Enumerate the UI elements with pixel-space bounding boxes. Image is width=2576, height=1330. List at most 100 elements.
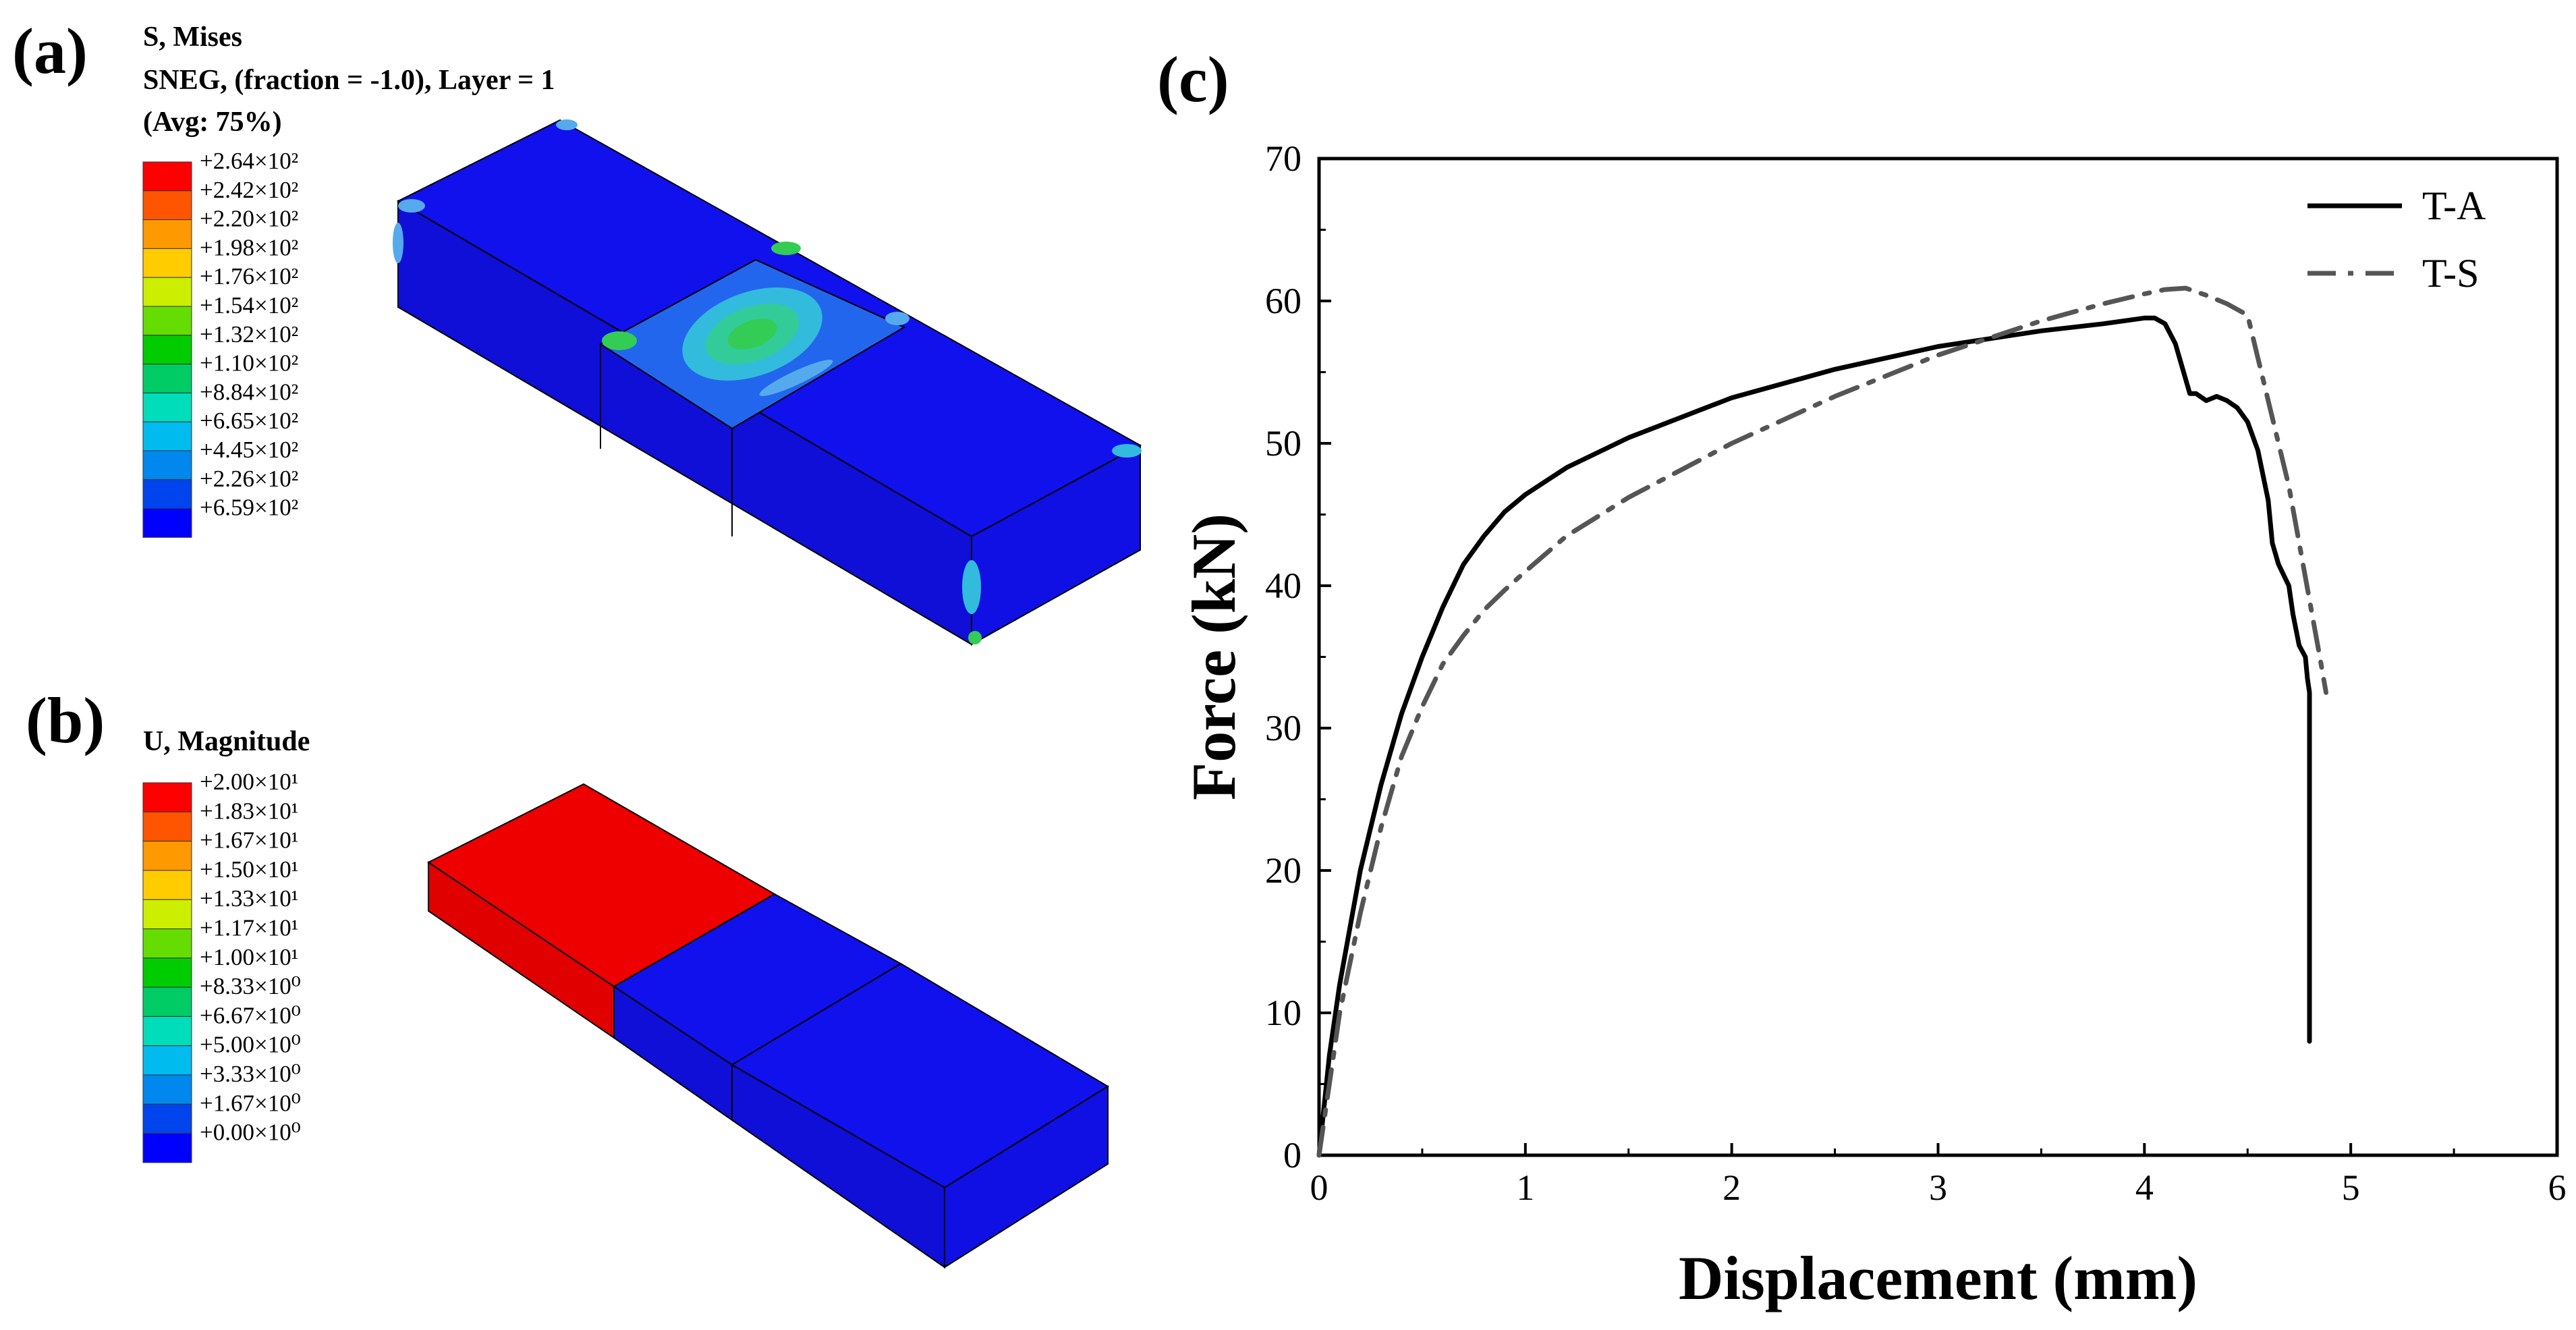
y-tick-label-10: 10 bbox=[1265, 993, 1301, 1033]
legend-value-12: +1.67×10⁰ bbox=[200, 1090, 301, 1116]
stress-hotspot-corner-5 bbox=[968, 631, 982, 644]
x-axis-title: Displacement (mm) bbox=[1679, 1244, 2197, 1312]
series-line-t-s bbox=[1316, 285, 2328, 1158]
legend-swatch-10 bbox=[142, 421, 192, 451]
x-tick-label-6: 6 bbox=[2548, 1167, 2567, 1208]
panel-a-title-line-2: SNEG, (fraction = -1.0), Layer = 1 bbox=[143, 65, 555, 96]
legend-swatch-5 bbox=[142, 899, 192, 929]
legend-value-13: +0.00×10⁰ bbox=[200, 1119, 301, 1146]
legend-swatch-3 bbox=[142, 841, 192, 871]
x-axis-ticks: 0 1 2 3 4 5 6 bbox=[1310, 1143, 2567, 1208]
legend-swatch-2 bbox=[142, 190, 192, 221]
stress-contour-core bbox=[727, 318, 777, 350]
x-tick-label-2: 2 bbox=[1723, 1167, 1741, 1208]
legend-value-10: +5.00×10⁰ bbox=[200, 1032, 301, 1058]
stress-hotspot-left bbox=[602, 331, 637, 350]
legend-swatch-4 bbox=[142, 248, 192, 278]
legend-value-13: +6.59×10² bbox=[200, 495, 298, 521]
legend-swatch-11 bbox=[142, 1074, 192, 1105]
y-axis-ticks: 0 10 20 30 40 50 60 70 bbox=[1265, 138, 1331, 1175]
legend-swatch-6 bbox=[142, 306, 192, 336]
stress-hotspot-corner-2 bbox=[556, 119, 578, 130]
stress-contour-streak bbox=[759, 360, 833, 396]
legend-value-4: +1.98×10² bbox=[200, 234, 298, 260]
stress-hotspot-corner-6 bbox=[393, 223, 403, 263]
legend-swatch-9 bbox=[142, 1016, 192, 1047]
force-displacement-chart: 0 1 2 3 4 5 6 0 10 20 30 40 50 60 70 Displacement (mm… bbox=[1179, 138, 2567, 1312]
legend-swatch-4 bbox=[142, 870, 192, 900]
x-tick-label-5: 5 bbox=[2342, 1167, 2360, 1208]
panel-a-color-legend: +2.64×10² +2.42×10² +2.20×10²+1.98×10² +1.7… bbox=[142, 148, 298, 538]
legend-swatch-1 bbox=[142, 161, 192, 192]
stress-hotspot-right bbox=[885, 312, 909, 325]
y-tick-label-40: 40 bbox=[1265, 565, 1301, 606]
panel-b-label: (b) bbox=[26, 684, 105, 756]
legend-swatch-3 bbox=[142, 219, 192, 249]
legend-value-3: +2.20×10² bbox=[200, 206, 298, 232]
displacement-model bbox=[427, 783, 1109, 1269]
legend-swatch-13 bbox=[142, 508, 192, 538]
x-tick-label-4: 4 bbox=[2135, 1167, 2154, 1208]
legend-value-7: +1.32×10² bbox=[200, 321, 298, 348]
legend-swatch-6 bbox=[142, 929, 192, 959]
legend-value-9: +6.67×10⁰ bbox=[200, 1002, 301, 1028]
panel-a: (a) S, Mises SNEG, (fraction = -1.0), La… bbox=[12, 15, 1142, 646]
stress-hotspot-corner-3 bbox=[1112, 444, 1142, 458]
plot-frame bbox=[1317, 157, 2559, 1157]
legend-value-12: +2.26×10² bbox=[200, 466, 298, 492]
series-line-t-a bbox=[1316, 315, 2312, 1158]
x-tick-label-1: 1 bbox=[1516, 1167, 1534, 1208]
legend-value-3: +1.67×10¹ bbox=[200, 827, 298, 854]
legend-value-2: +1.83×10¹ bbox=[200, 798, 298, 824]
legend-value-8: +1.10×10² bbox=[200, 350, 298, 377]
legend-value-11: +3.33×10⁰ bbox=[200, 1061, 301, 1087]
panel-c: (c) 0 1 2 3 4 5 6 0 10 20 30 40 50 60 70 Displacement… bbox=[1157, 43, 2567, 1312]
legend-value-4: +1.50×10¹ bbox=[200, 856, 298, 883]
panel-c-label: (c) bbox=[1157, 43, 1229, 115]
legend-value-5: +1.76×10² bbox=[200, 263, 298, 289]
y-tick-label-0: 0 bbox=[1283, 1135, 1301, 1175]
legend-swatch-2 bbox=[142, 811, 192, 842]
legend-swatch-12 bbox=[142, 1103, 192, 1134]
legend-label-t-s: T-S bbox=[2422, 251, 2480, 296]
panel-a-label: (a) bbox=[12, 15, 88, 87]
panel-b-title-line-1: U, Magnitude bbox=[143, 726, 310, 757]
panel-a-title-line-1: S, Mises bbox=[143, 22, 242, 53]
legend-swatch-1 bbox=[142, 782, 192, 812]
legend-swatch-5 bbox=[142, 277, 192, 307]
legend-label-t-a: T-A bbox=[2422, 184, 2486, 228]
legend-swatch-13 bbox=[142, 1133, 192, 1163]
legend-swatch-11 bbox=[142, 450, 192, 480]
stress-hotspot-top bbox=[771, 242, 801, 255]
legend-swatch-7 bbox=[142, 335, 192, 365]
y-tick-label-50: 50 bbox=[1265, 423, 1301, 464]
y-tick-label-30: 30 bbox=[1265, 708, 1301, 748]
x-tick-label-3: 3 bbox=[1929, 1167, 1947, 1208]
legend-value-1: +2.64×10² bbox=[200, 148, 298, 174]
x-tick-label-0: 0 bbox=[1310, 1167, 1328, 1208]
legend-value-6: +1.54×10² bbox=[200, 292, 298, 318]
panel-b: (b) U, Magnitude +2.00×10¹ +1.83×10¹ +1.67… bbox=[26, 684, 1109, 1269]
legend-value-5: +1.33×10¹ bbox=[200, 885, 298, 912]
y-tick-label-70: 70 bbox=[1265, 138, 1301, 179]
panel-b-color-legend: +2.00×10¹ +1.83×10¹ +1.67×10¹+1.50×10¹+1.3… bbox=[142, 769, 301, 1163]
legend-value-6: +1.17×10¹ bbox=[200, 915, 298, 941]
legend-value-1: +2.00×10¹ bbox=[200, 769, 298, 795]
y-axis-title: Force (kN) bbox=[1179, 514, 1248, 800]
legend-swatch-8 bbox=[142, 987, 192, 1017]
series-layer bbox=[1316, 285, 2328, 1158]
displacement-blue-end-face bbox=[944, 1085, 1109, 1269]
y-tick-label-60: 60 bbox=[1265, 281, 1301, 321]
legend-swatch-10 bbox=[142, 1045, 192, 1076]
legend-swatch-12 bbox=[142, 479, 192, 509]
legend-swatch-7 bbox=[142, 958, 192, 988]
legend-value-7: +1.00×10¹ bbox=[200, 944, 298, 970]
legend-value-9: +8.84×10² bbox=[200, 379, 298, 405]
y-tick-label-20: 20 bbox=[1265, 850, 1301, 891]
stress-hotspot-corner-4 bbox=[962, 560, 981, 614]
stress-model bbox=[393, 119, 1142, 646]
panel-a-title-line-3: (Avg: 75%) bbox=[143, 107, 282, 138]
stress-hotspot-corner-1 bbox=[398, 199, 425, 213]
legend-swatch-9 bbox=[142, 392, 192, 422]
